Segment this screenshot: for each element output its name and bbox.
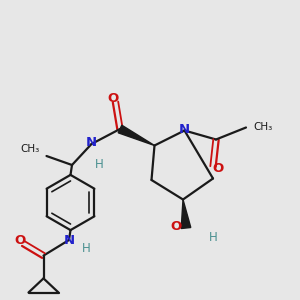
Polygon shape — [118, 125, 154, 146]
Text: O: O — [213, 161, 224, 175]
Text: H: H — [94, 158, 103, 172]
Text: O: O — [107, 92, 118, 106]
Text: N: N — [86, 136, 97, 149]
Text: H: H — [82, 242, 91, 255]
Text: CH₃: CH₃ — [21, 143, 40, 154]
Text: N: N — [179, 123, 190, 136]
Text: O: O — [170, 220, 181, 233]
Text: O: O — [14, 234, 26, 247]
Polygon shape — [181, 200, 191, 229]
Text: N: N — [64, 234, 75, 247]
Text: H: H — [208, 231, 217, 244]
Text: CH₃: CH₃ — [254, 122, 273, 132]
